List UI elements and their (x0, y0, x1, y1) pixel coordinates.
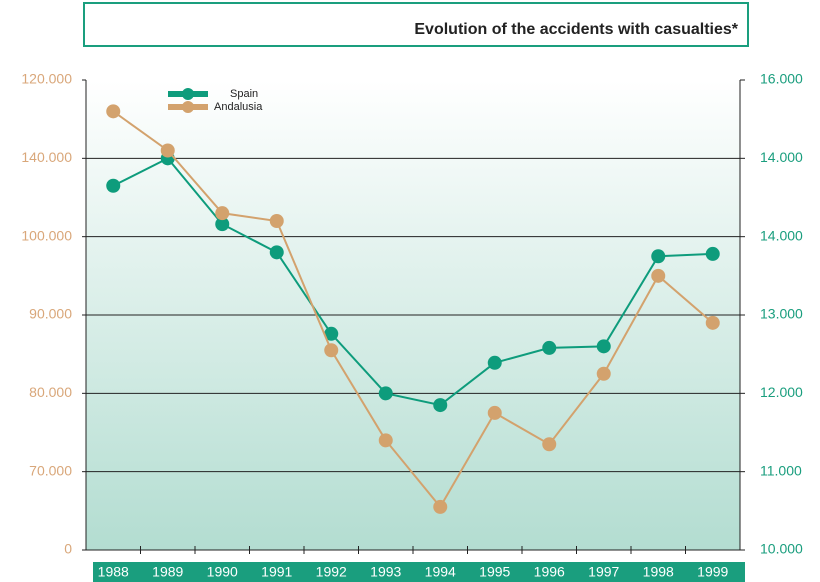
y-tick-label: 90.000 (29, 306, 72, 322)
data-point (378, 433, 393, 448)
x-tick-label: 1994 (425, 564, 456, 580)
y2-tick-label: 13.000 (760, 306, 803, 322)
data-point (106, 104, 121, 119)
y-tick-label: 140.000 (21, 149, 72, 165)
x-tick-label: 1993 (370, 564, 401, 580)
data-point (215, 217, 230, 232)
data-point (542, 340, 557, 355)
data-point (269, 214, 284, 228)
y2-tick-label: 16.000 (760, 71, 803, 87)
y2-tick-label: 12.000 (760, 384, 803, 400)
y-tick-label: 100.000 (21, 227, 72, 243)
legend-marker (182, 88, 194, 100)
data-point (487, 405, 502, 420)
data-point (433, 398, 448, 413)
y2-tick-label: 10.000 (760, 541, 803, 557)
x-tick-label: 1992 (316, 564, 347, 580)
data-point (487, 355, 502, 370)
series-line (112, 110, 714, 509)
series-line (112, 157, 713, 407)
data-point (324, 326, 339, 341)
y2-tick-label: 11.000 (760, 462, 802, 478)
x-tick-label: 1996 (534, 564, 565, 580)
data-point (160, 143, 175, 158)
title-box (83, 2, 749, 47)
data-point (269, 245, 284, 260)
x-tick-label: 1989 (152, 564, 183, 580)
data-point (651, 249, 666, 264)
x-tick-label: 1999 (697, 564, 728, 580)
data-point (433, 499, 448, 514)
x-tick-label: 1998 (643, 564, 674, 580)
x-axis-band (93, 562, 745, 582)
data-point (596, 366, 611, 381)
y-tick-label: 0 (64, 541, 72, 557)
x-tick-label: 1988 (98, 564, 129, 580)
data-point (542, 437, 557, 452)
legend-label: Andalusia (214, 101, 263, 113)
data-point (378, 386, 393, 401)
y2-tick-label: 14.000 (760, 227, 803, 243)
legend-label: Spain (230, 88, 258, 100)
data-point (215, 206, 230, 221)
chart-title: Evolution of the accidents with casualti… (414, 21, 738, 38)
y-tick-label: 70.000 (29, 462, 72, 478)
data-point (596, 339, 611, 354)
y-tick-label: 120.000 (21, 71, 72, 87)
legend-marker (182, 101, 194, 113)
data-point (705, 315, 720, 330)
data-point (651, 268, 666, 283)
data-point (106, 178, 121, 193)
y-tick-label: 80.000 (29, 384, 72, 400)
x-tick-label: 1990 (207, 564, 238, 580)
data-point (705, 246, 720, 261)
x-tick-label: 1991 (261, 564, 292, 580)
x-tick-label: 1995 (479, 564, 510, 580)
data-point (324, 343, 339, 358)
y2-tick-label: 14.000 (760, 149, 803, 165)
x-tick-label: 1997 (588, 564, 619, 580)
